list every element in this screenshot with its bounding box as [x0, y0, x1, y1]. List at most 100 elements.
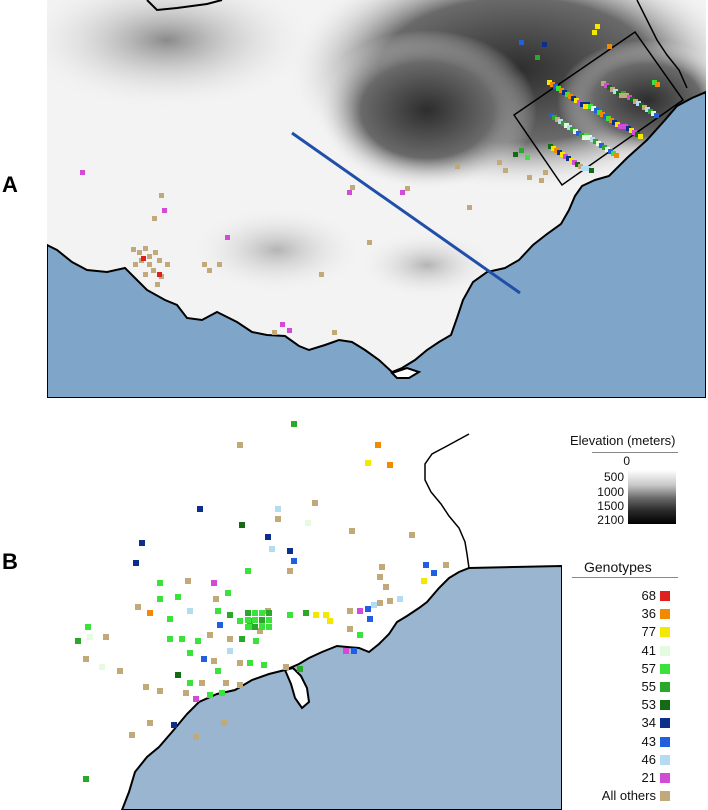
sample-marker: [600, 112, 605, 117]
sample-marker: [387, 598, 393, 604]
sample-marker: [566, 156, 571, 161]
sample-marker: [179, 636, 185, 642]
sample-marker: [633, 99, 638, 104]
sample-marker: [562, 90, 567, 95]
sample-marker: [587, 135, 592, 140]
sample-marker: [608, 149, 613, 154]
sample-marker: [599, 143, 604, 148]
sample-marker: [87, 634, 93, 640]
sample-marker: [151, 268, 156, 273]
sample-marker: [350, 185, 355, 190]
sample-marker: [377, 574, 383, 580]
sample-marker: [623, 124, 628, 129]
relief-northwest: [47, 0, 317, 110]
sample-marker: [604, 83, 609, 88]
sample-marker: [253, 638, 259, 644]
sample-marker: [187, 680, 193, 686]
sample-marker: [606, 116, 611, 121]
sample-marker: [619, 93, 624, 98]
sample-marker: [591, 106, 596, 111]
sample-marker: [607, 85, 612, 90]
sample-marker: [577, 100, 582, 105]
sample-marker: [217, 262, 222, 267]
sample-marker: [554, 148, 559, 153]
sample-marker: [327, 618, 333, 624]
genotypes-title: Genotypes: [584, 559, 652, 575]
sample-marker: [551, 146, 556, 151]
genotype-swatch: [660, 591, 670, 601]
sample-marker: [207, 268, 212, 273]
sample-marker: [588, 104, 593, 109]
sample-marker: [539, 178, 544, 183]
relief-north: [317, 30, 537, 190]
elevation-tick: 2100: [597, 513, 624, 527]
sample-marker: [365, 460, 371, 466]
sample-marker: [225, 590, 231, 596]
sample-marker: [197, 506, 203, 512]
genotype-swatch: [660, 609, 670, 620]
genotype-label: 77: [641, 624, 656, 640]
sample-marker: [570, 127, 575, 132]
sample-marker: [239, 636, 245, 642]
sample-marker: [639, 103, 644, 108]
sample-marker: [275, 516, 281, 522]
sample-marker: [565, 92, 570, 97]
sample-marker: [527, 175, 532, 180]
sample-marker: [610, 87, 615, 92]
sample-marker: [421, 578, 427, 584]
genotype-swatch: [660, 718, 670, 729]
sample-marker: [626, 126, 631, 131]
panel-label-b: B: [2, 549, 18, 574]
transect-line: [291, 131, 521, 295]
genotype-label: 43: [641, 733, 656, 749]
sample-marker: [135, 604, 141, 610]
sample-marker: [603, 114, 608, 119]
sample-marker: [405, 186, 410, 191]
elevation-tick: 1000: [597, 485, 624, 499]
legend-rule: [572, 577, 678, 578]
elevation-ramp: [628, 470, 676, 524]
sample-marker: [365, 606, 371, 612]
sample-marker: [167, 636, 173, 642]
sample-marker: [409, 532, 415, 538]
sample-marker: [586, 166, 591, 171]
sample-marker: [131, 247, 136, 252]
sample-marker: [175, 672, 181, 678]
sample-marker: [201, 656, 207, 662]
relief-central: [187, 205, 367, 295]
sample-marker: [387, 462, 393, 468]
sample-marker: [266, 617, 272, 623]
sample-marker: [547, 80, 552, 85]
sample-marker: [630, 97, 635, 102]
sample-marker: [305, 520, 311, 526]
sample-marker: [525, 155, 530, 160]
sample-marker: [261, 662, 267, 668]
sample-marker: [185, 578, 191, 584]
sample-marker: [195, 638, 201, 644]
sample-marker: [383, 584, 389, 590]
genotype-swatch: [660, 754, 670, 765]
sample-marker: [593, 139, 598, 144]
sample-marker: [291, 558, 297, 564]
sample-marker: [638, 134, 643, 139]
sample-marker: [645, 107, 650, 112]
genotype-label: 41: [641, 642, 656, 658]
sample-marker: [567, 125, 572, 130]
sample-marker: [347, 608, 353, 614]
sample-marker: [257, 628, 263, 634]
sample-marker: [217, 622, 223, 628]
sample-marker: [207, 692, 213, 698]
sample-marker: [548, 144, 553, 149]
genotype-label: 46: [641, 751, 656, 767]
sample-marker: [162, 208, 167, 213]
sample-marker: [287, 548, 293, 554]
sample-marker: [297, 666, 303, 672]
sample-marker: [303, 610, 309, 616]
sample-marker: [129, 732, 135, 738]
sample-marker: [259, 624, 265, 630]
genotype-label: 68: [641, 588, 656, 603]
sample-marker: [443, 562, 449, 568]
sample-marker: [275, 506, 281, 512]
sample-marker: [287, 612, 293, 618]
sample-marker: [147, 720, 153, 726]
